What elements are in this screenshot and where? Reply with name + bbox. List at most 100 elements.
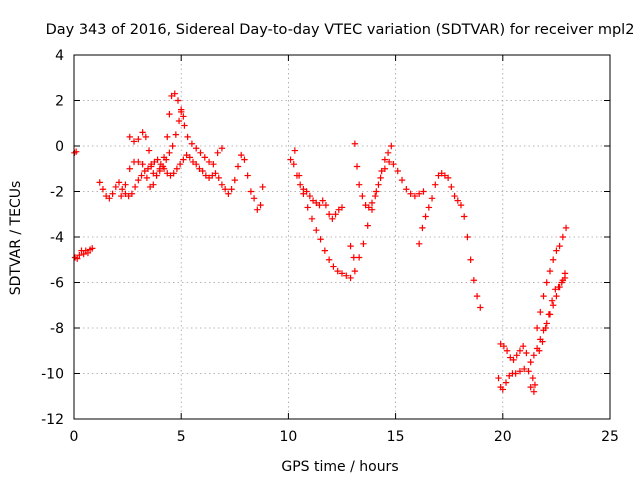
grid-lines xyxy=(74,55,610,419)
data-point xyxy=(464,233,471,241)
data-point xyxy=(529,374,537,382)
data-point xyxy=(151,158,158,166)
x-axis-label: GPS time / hours xyxy=(281,459,398,475)
data-point xyxy=(173,165,181,172)
data-point xyxy=(372,192,379,200)
data-point xyxy=(381,165,389,172)
data-point xyxy=(125,192,132,200)
data-point xyxy=(193,145,200,152)
data-point xyxy=(513,352,520,359)
data-point xyxy=(150,181,157,188)
data-point xyxy=(512,370,519,377)
data-point xyxy=(259,183,266,191)
data-point xyxy=(548,297,556,304)
data-point xyxy=(188,140,196,147)
series-arc-12 xyxy=(533,224,570,332)
data-point xyxy=(461,213,468,220)
data-point xyxy=(555,283,562,291)
data-point xyxy=(159,163,167,170)
data-point xyxy=(287,156,294,163)
data-point xyxy=(313,199,320,207)
data-point xyxy=(561,274,569,282)
data-point xyxy=(138,172,145,179)
data-point xyxy=(435,172,442,179)
data-point xyxy=(507,354,514,361)
data-point xyxy=(122,190,129,197)
data-point xyxy=(309,197,317,204)
data-point xyxy=(549,302,557,309)
data-point xyxy=(497,340,504,348)
data-series xyxy=(71,90,570,395)
data-point xyxy=(166,110,173,118)
data-point xyxy=(457,201,465,209)
data-point xyxy=(225,190,232,197)
data-point xyxy=(135,158,142,166)
series-arc-3 xyxy=(96,151,266,213)
data-point xyxy=(189,158,197,166)
data-point xyxy=(347,242,354,250)
data-point xyxy=(139,129,146,136)
y-tick-label: 0 xyxy=(55,139,64,155)
series-arc-8 xyxy=(347,140,395,261)
data-point xyxy=(238,151,245,159)
data-point xyxy=(109,190,116,197)
data-point xyxy=(247,188,255,195)
data-point xyxy=(76,252,83,259)
data-point xyxy=(495,374,502,382)
data-point xyxy=(441,172,449,179)
series-arc-2 xyxy=(71,245,96,262)
data-point xyxy=(335,206,342,213)
data-point xyxy=(126,133,133,141)
data-point xyxy=(244,172,251,179)
data-point xyxy=(241,156,248,163)
data-point xyxy=(503,347,511,354)
series-arc-9 xyxy=(415,170,484,311)
data-point xyxy=(215,174,222,182)
data-point xyxy=(122,181,129,188)
data-point xyxy=(126,165,133,172)
data-point xyxy=(375,181,382,188)
data-point xyxy=(300,190,307,197)
x-tick-label: 0 xyxy=(70,429,79,445)
series-arc-10 xyxy=(495,365,539,395)
data-point xyxy=(543,320,550,327)
data-point xyxy=(422,213,429,220)
series-arc-11 xyxy=(497,270,569,366)
data-point xyxy=(164,133,171,141)
data-point xyxy=(218,145,226,152)
data-point xyxy=(530,352,538,359)
data-point xyxy=(325,256,333,263)
x-tick-label: 20 xyxy=(494,429,512,445)
data-point xyxy=(84,249,92,257)
data-point xyxy=(186,154,193,161)
data-point xyxy=(197,149,204,157)
data-point xyxy=(355,181,363,188)
data-point xyxy=(553,247,560,254)
data-point xyxy=(325,211,333,218)
data-point xyxy=(139,161,146,168)
data-point xyxy=(210,161,217,168)
data-point xyxy=(353,163,361,170)
data-point xyxy=(407,190,414,197)
data-point xyxy=(321,247,329,254)
x-tick-label: 25 xyxy=(601,429,619,445)
data-point xyxy=(519,343,527,350)
data-point xyxy=(351,267,359,275)
data-point xyxy=(168,92,175,100)
data-point xyxy=(250,195,258,202)
data-point xyxy=(176,161,184,168)
data-point xyxy=(398,176,406,184)
data-point xyxy=(89,245,96,252)
y-tick-label: -6 xyxy=(50,276,64,292)
data-point xyxy=(365,204,372,211)
data-point xyxy=(562,224,570,232)
data-point xyxy=(390,161,397,168)
data-point xyxy=(304,204,311,211)
data-point xyxy=(527,383,534,391)
data-point xyxy=(181,122,188,129)
data-point xyxy=(536,347,543,354)
data-point xyxy=(212,170,219,177)
data-point xyxy=(135,135,142,143)
chart-title: Day 343 of 2016, Sidereal Day-to-day VTE… xyxy=(46,22,635,38)
data-point xyxy=(499,386,506,393)
